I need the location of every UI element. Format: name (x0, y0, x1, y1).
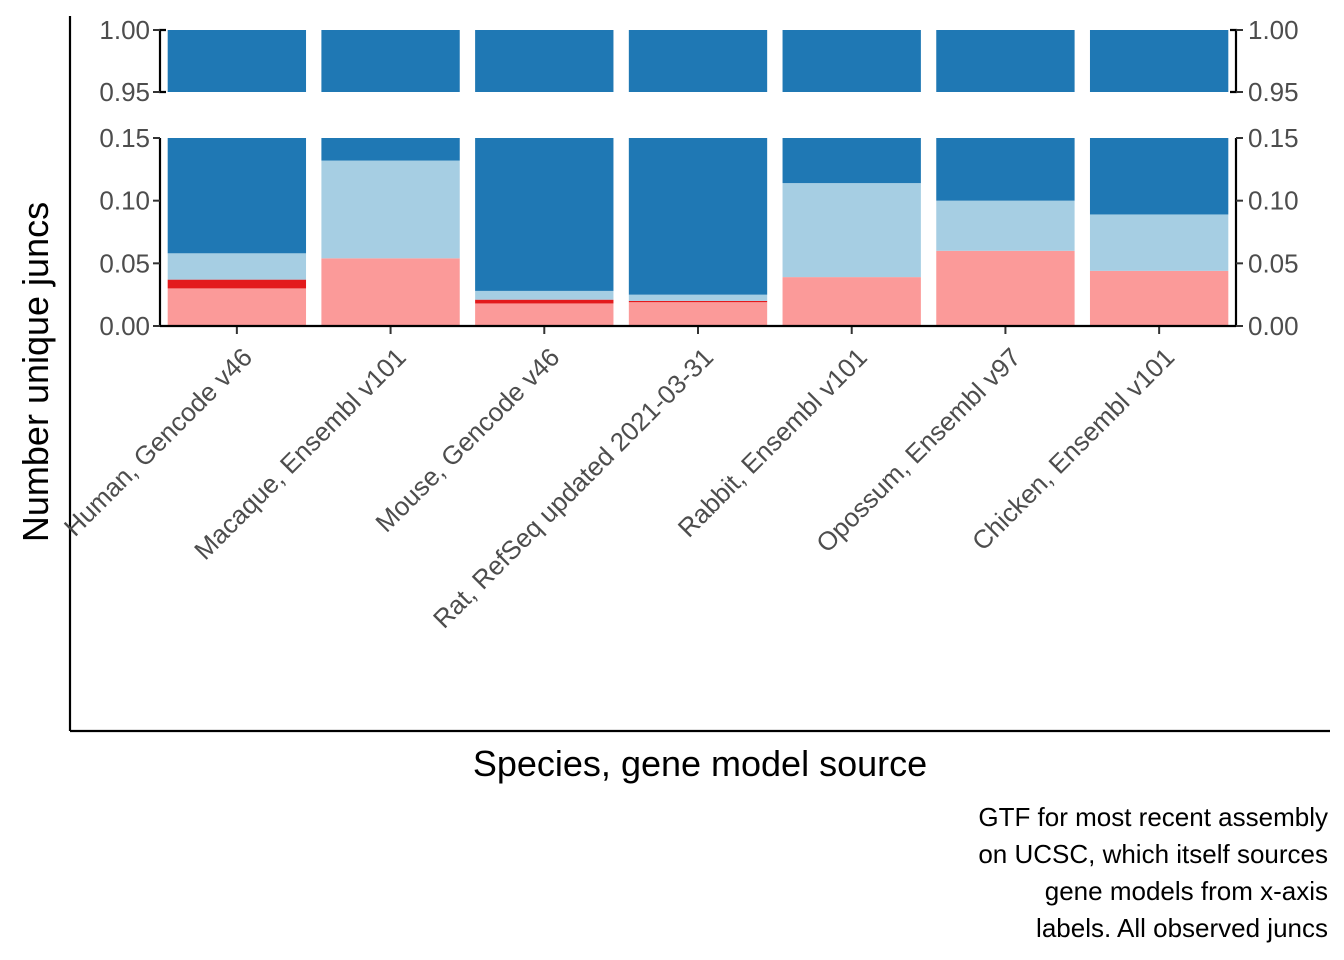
bar-segment-c6-s3 (1089, 30, 1229, 92)
bar-segment-c4-s3 (782, 30, 921, 92)
bar-segment-c1-s3 (321, 138, 460, 161)
bar-segment-c0-s1 (167, 279, 307, 289)
bar-segment-c2-s2 (475, 290, 614, 300)
y-upper-tick-label-right: 0.95 (1248, 77, 1299, 107)
bar-segment-c6-s2 (1089, 214, 1229, 271)
axes-group (68, 16, 1330, 733)
bar-segment-c5-s0 (936, 250, 1075, 326)
bar-segment-c5-s2 (936, 200, 1075, 251)
bar-segment-c0-s3 (167, 138, 307, 254)
caption-line: GTF for most recent assembly (978, 802, 1328, 832)
caption-line: gene models from x-axis (1045, 876, 1328, 906)
bar-segment-c3-s0 (628, 302, 768, 326)
bar-segment-c1-s0 (321, 258, 460, 326)
bar-segment-c2-s0 (475, 303, 614, 326)
bar-segment-c6-s3 (1089, 138, 1229, 215)
bar-segment-c3-s1 (628, 300, 768, 303)
bar-segment-c1-s3 (321, 30, 460, 92)
bar-segment-c2-s3 (475, 30, 614, 92)
y-upper-tick-label-right: 1.00 (1248, 15, 1299, 45)
y-lower-tick-label-left: 0.05 (99, 248, 150, 278)
bar-segment-c0-s0 (167, 288, 307, 326)
y-upper-tick-label-left: 0.95 (99, 77, 150, 107)
bar-segment-c3-s2 (628, 294, 768, 301)
y-lower-tick-label-left: 0.15 (99, 123, 150, 153)
bar-segment-c1-s2 (321, 160, 460, 259)
caption-line: labels. All observed juncs (1036, 913, 1328, 943)
bars-group (167, 30, 1229, 326)
y-upper-tick-label-left: 1.00 (99, 15, 150, 45)
y-lower-tick-label-right: 0.10 (1248, 186, 1299, 216)
bar-segment-c3-s3 (628, 138, 768, 295)
caption-line: on UCSC, which itself sources (978, 839, 1328, 869)
y-lower-tick-label-right: 0.15 (1248, 123, 1299, 153)
y-axis-left-upper-bracket (158, 28, 166, 94)
y-lower-tick-label-right: 0.00 (1248, 311, 1299, 341)
x-axis-title: Species, gene model source (473, 743, 927, 784)
y-axis-title: Number unique juncs (15, 202, 56, 542)
bar-segment-c6-s0 (1089, 270, 1229, 326)
y-lower-tick-label-left: 0.00 (99, 311, 150, 341)
bar-segment-c0-s3 (167, 30, 307, 92)
y-lower-tick-label-right: 0.05 (1248, 248, 1299, 278)
y-lower-tick-label-left: 0.10 (99, 186, 150, 216)
bar-segment-c5-s3 (936, 30, 1075, 92)
bar-segment-c4-s3 (782, 138, 921, 184)
bar-segment-c5-s3 (936, 138, 1075, 201)
x-tick-label: Rat, RefSeq updated 2021-03-31 (427, 342, 719, 634)
bar-segment-c4-s0 (782, 277, 921, 326)
bar-segment-c4-s2 (782, 183, 921, 278)
bar-segment-c2-s3 (475, 138, 614, 291)
bar-segment-c3-s3 (628, 30, 768, 92)
y-axis-right-upper-bracket (1230, 28, 1238, 94)
bar-segment-c0-s2 (167, 253, 307, 280)
bar-segment-c2-s1 (475, 299, 614, 304)
